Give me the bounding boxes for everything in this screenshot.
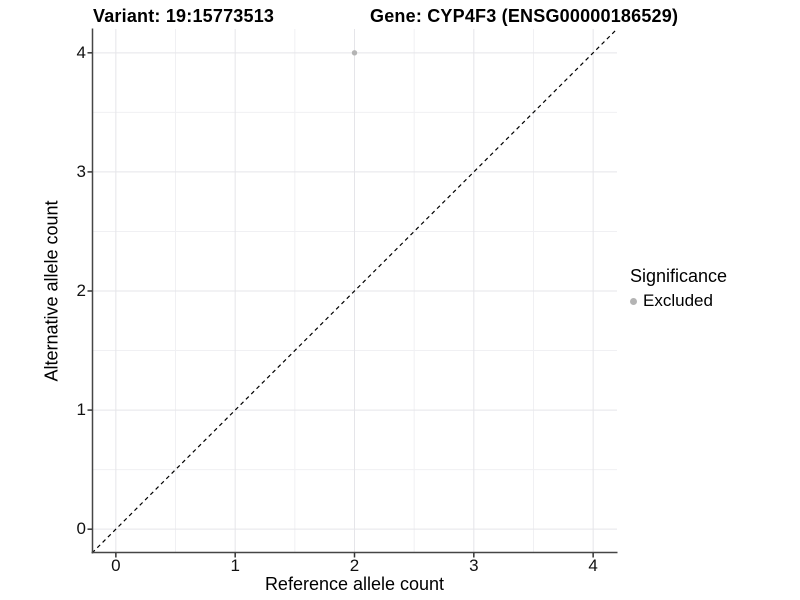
x-tick-label: 3 [469, 556, 479, 575]
legend: Significance Excluded [630, 266, 727, 311]
legend-item-excluded: Excluded [630, 291, 727, 311]
y-tick-label: 1 [76, 400, 86, 420]
gene-title: Gene: CYP4F3 (ENSG00000186529) [370, 6, 679, 26]
legend-item-label: Excluded [643, 291, 713, 310]
x-tick-label: 2 [349, 556, 360, 575]
plot-panel [87, 28, 618, 558]
x-tick-label: 0 [111, 556, 121, 575]
legend-point-icon [630, 297, 637, 305]
y-tick-label: 0 [76, 519, 86, 539]
y-tick-label: 2 [76, 281, 86, 300]
identity-line [91, 28, 618, 554]
legend-title: Significance [630, 266, 728, 286]
y-tick-label: 4 [76, 42, 86, 62]
data-point [351, 50, 358, 56]
scatter-plot [87, 28, 618, 558]
variant-title: Variant: 19:15773513 [93, 6, 275, 26]
y-axis-title: Alternative allele count [41, 200, 62, 382]
y-tick-label: 3 [76, 161, 86, 181]
x-axis-title: Reference allele count [264, 574, 445, 594]
x-tick-label: 4 [588, 556, 598, 575]
x-tick-label: 1 [230, 556, 240, 575]
